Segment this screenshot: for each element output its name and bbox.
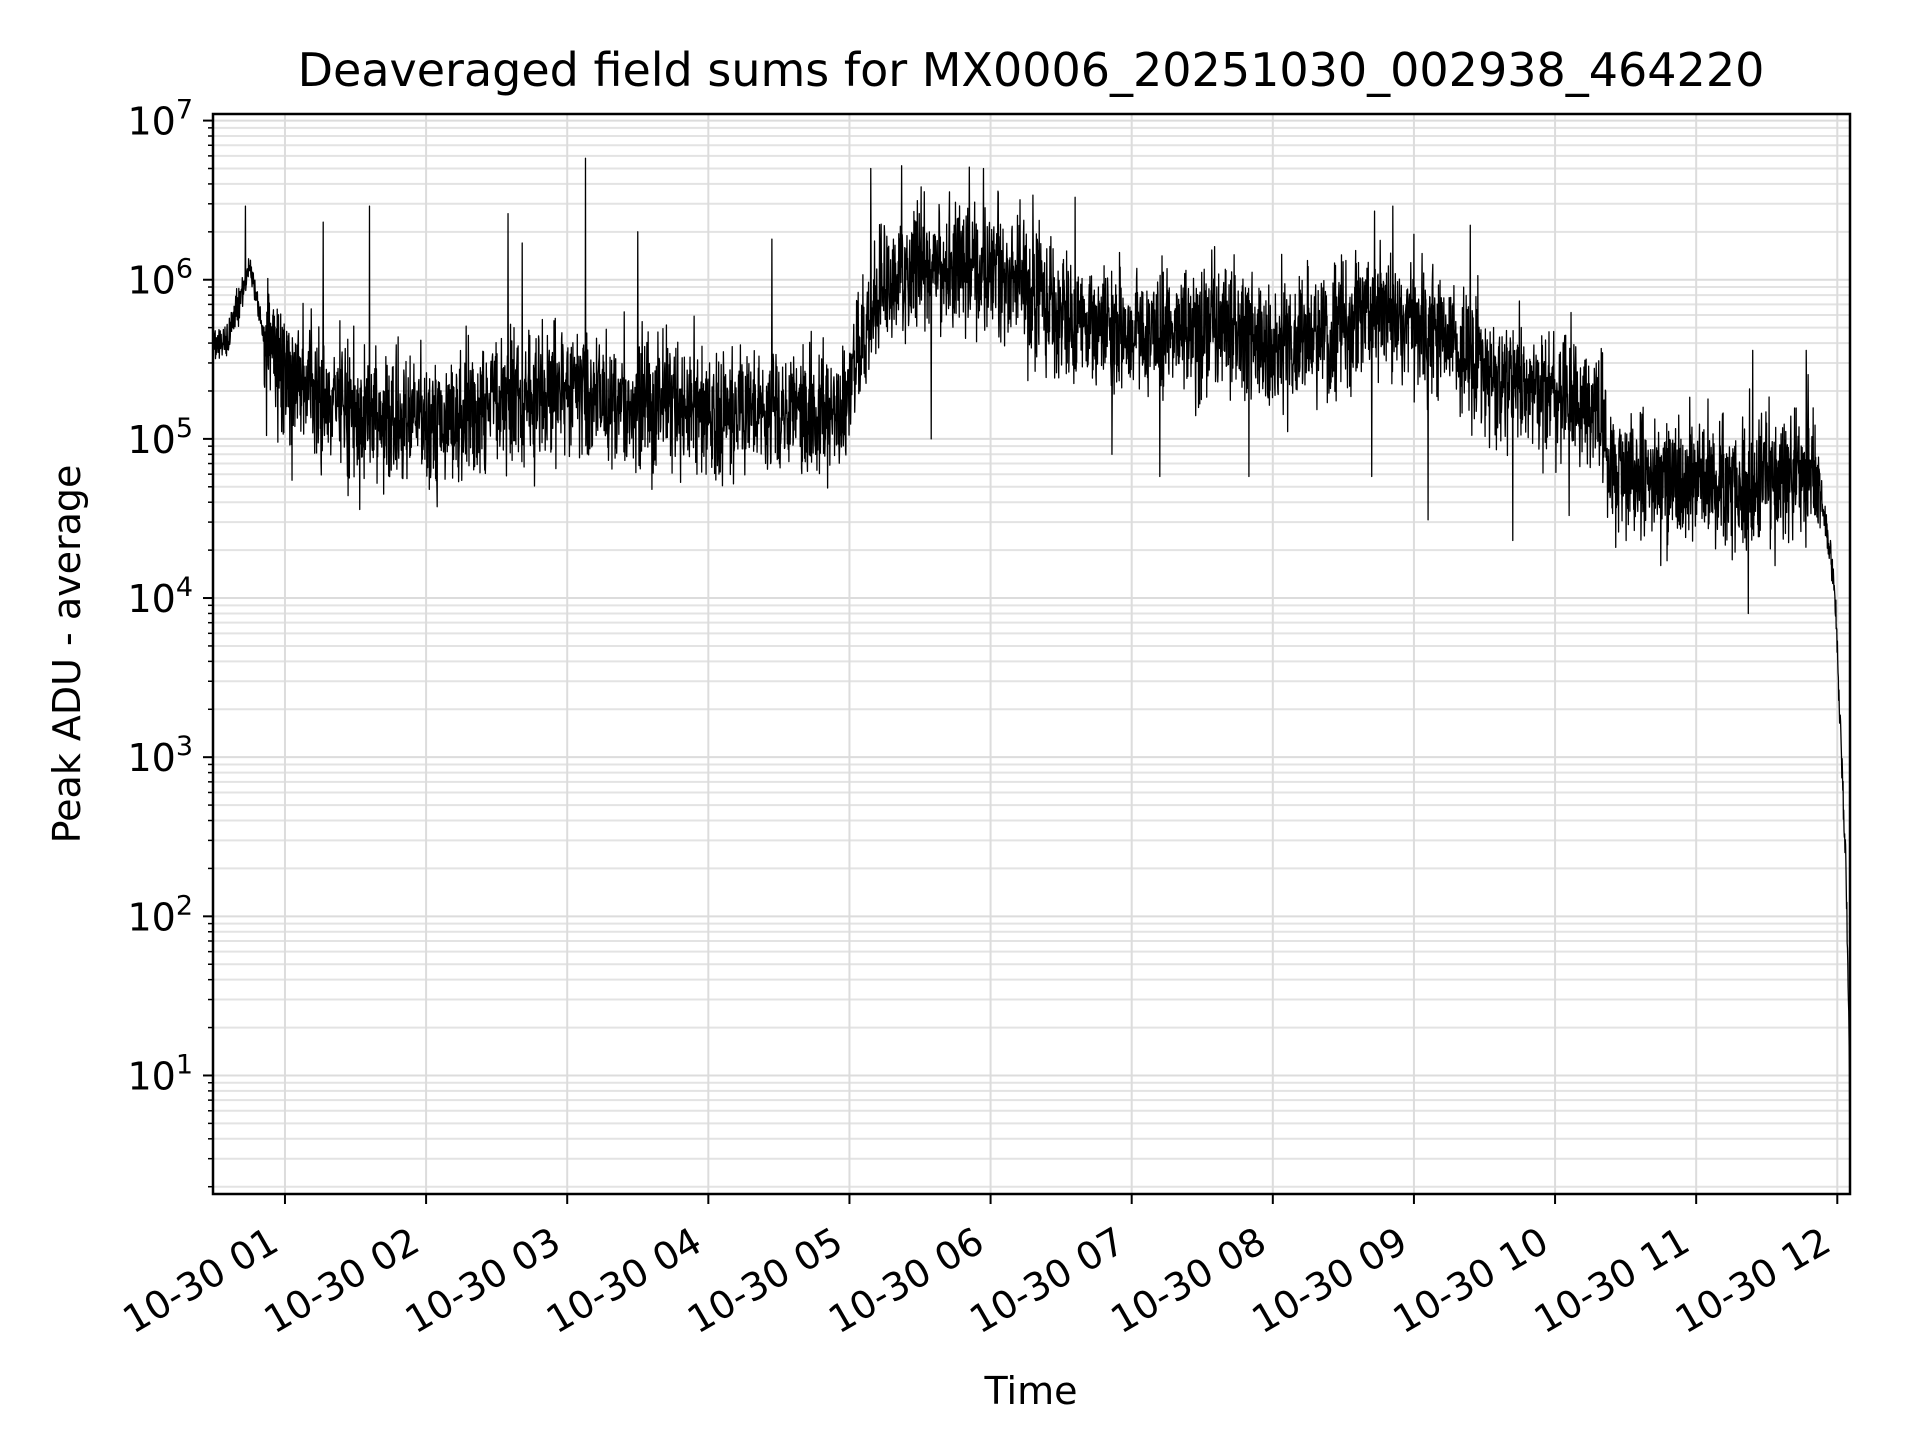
y-axis-label: Peak ADU - average — [45, 465, 89, 844]
y-tick-label: 104 — [127, 572, 193, 621]
chart-title: Deaveraged field sums for MX0006_2025103… — [298, 43, 1765, 97]
grid — [213, 114, 1850, 1194]
data-layer — [212, 157, 1851, 1134]
y-tick-label: 107 — [127, 95, 193, 144]
x-axis-label: Time — [984, 1369, 1078, 1413]
y-tick-label: 101 — [127, 1049, 193, 1098]
plot-frame — [211, 112, 1852, 1196]
data-series-line — [212, 157, 1851, 1134]
y-tick-label: 103 — [127, 731, 193, 780]
y-axis: 101 102 103 104 105 106 107 — [127, 95, 213, 1188]
y-tick-label: 105 — [127, 413, 193, 462]
y-tick-label: 102 — [127, 890, 193, 939]
y-tick-label: 106 — [127, 254, 193, 303]
